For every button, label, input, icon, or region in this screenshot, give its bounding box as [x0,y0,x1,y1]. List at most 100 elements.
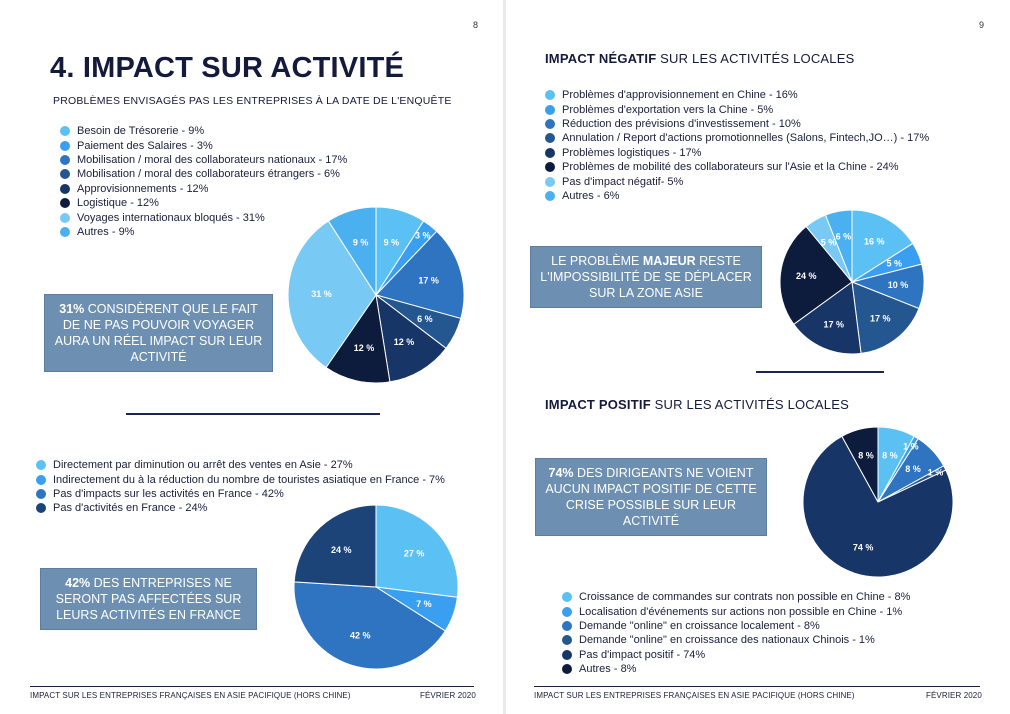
legend-label: Croissance de commandes sur contrats non… [579,591,911,604]
pie-slice-label: 12 % [354,343,375,353]
legend-label: Approvisionnements - 12% [77,182,209,195]
legend-dot-icon [562,664,572,675]
legend-item: Logistique - 12% [60,196,347,210]
pie-slice-label: 1 % [903,441,919,451]
heading-strong: IMPACT NÉGATIF [545,51,657,66]
legend-item: Besoin de Trésorerie - 9% [60,124,347,138]
legend-dot-icon [36,474,46,485]
pie-slice [802,435,954,578]
legend-dot-icon [545,104,555,115]
legend-item: Pas d'impact négatif- 5% [545,174,929,188]
pie-slice [841,426,879,503]
legend-label: Mobilisation / moral des collaborateurs … [77,168,340,181]
legend-item: Voyages internationaux bloqués - 31% [60,210,347,224]
legend-item: Demande "online" en croissance localemen… [562,619,910,633]
callout-travel: 31% CONSIDÈRENT QUE LE FAIT DE NE PAS PO… [44,294,273,372]
legend-label: Logistique - 12% [77,197,159,210]
legend-dot-icon [36,488,46,499]
legend-negative: Problèmes d'approvisionnement en Chine -… [545,88,929,203]
pie-slice [793,281,862,355]
pie-slice-label: 17 % [823,319,844,329]
pie-slice [327,206,377,297]
heading-text: SUR LES ACTIVITÉS LOCALES [650,397,849,412]
pie-slice-label: 31 % [311,289,332,299]
pie-slice-label: 5 % [821,237,837,247]
footer-line [534,686,980,687]
legend-label: Demande "online" en croissance localemen… [579,619,820,632]
legend-label: Demande "online" en croissance des natio… [579,634,875,647]
legend-item: Paiement des Salaires - 3% [60,138,347,152]
legend-label: Autres - 6% [562,189,620,202]
callout-text: DES DIRIGEANTS NE VOIENT AUCUN IMPACT PO… [545,466,757,528]
pie-slice-label: 5 % [887,259,903,269]
pie-slice [375,504,459,598]
callout-strong: MAJEUR [642,254,696,268]
legend-item: Mobilisation / moral des collaborateurs … [60,167,347,181]
page-left: 8 4. IMPACT SUR ACTIVITÉ PROBLÈMES ENVIS… [0,0,503,714]
legend-dot-icon [60,140,70,151]
legend-item: Réduction des prévisions d'investissemen… [545,117,929,131]
footer-date: FÉVRIER 2020 [926,691,982,700]
legend-label: Autres - 8% [579,663,637,676]
callout-text-pre: LE PROBLÈME [551,254,643,268]
pie-slice-label: 24 % [331,545,352,555]
legend-dot-icon [562,635,572,646]
page-subtitle: PROBLÈMES ENVISAGÉS PAS LES ENTREPRISES … [53,95,452,107]
pie-slice [287,220,377,369]
pie-slice-label: 10 % [888,280,909,290]
legend-label: Problèmes d'approvisionnement en Chine -… [562,89,798,102]
legend-label: Directement par diminution ou arrêt des … [53,459,353,472]
legend-dot-icon [545,176,555,187]
pie-slice [375,293,447,383]
pie-slice-label: 42 % [350,630,371,640]
legend-item: Pas d'impacts sur les activités en Franc… [36,487,445,501]
pie-slice-label: 1 % [928,468,944,478]
legend-item: Autres - 9% [60,225,347,239]
pie-slice-label: 9 % [353,238,369,248]
legend-item: Pas d'activités en France - 24% [36,501,445,515]
legend-item: Pas d'impact positif - 74% [562,648,910,662]
footer-left: IMPACT SUR LES ENTREPRISES FRANÇAISES EN… [30,691,351,700]
legend-item: Indirectement du à la réduction du nombr… [36,472,445,486]
pie-slice-label: 17 % [870,313,891,323]
footer-line [30,686,474,687]
legend-label: Indirectement du à la réduction du nombr… [53,473,445,486]
pie-slice [779,225,853,326]
legend-dot-icon [60,126,70,137]
pie-slice-label: 7 % [416,599,432,609]
pie-slice [325,293,391,384]
legend-dot-icon [60,154,70,165]
legend-label: Problèmes de mobilité des collaborateurs… [562,161,899,174]
legend-item: Autres - 8% [562,662,910,676]
callout-text: CONSIDÈRENT QUE LE FAIT DE NE PAS POUVOI… [54,302,263,364]
callout-strong: 74% [548,466,574,480]
legend-label: Paiement des Salaires - 3% [77,139,213,152]
legend-item: Problèmes d'exportation vers la Chine - … [545,102,929,116]
legend-item: Directement par diminution ou arrêt des … [36,458,445,472]
legend-dot-icon [60,226,70,237]
page-title: 4. IMPACT SUR ACTIVITÉ [50,52,405,84]
heading-strong: IMPACT POSITIF [545,397,651,412]
legend-label: Localisation d'événements sur actions no… [579,605,903,618]
callout-major: LE PROBLÈME MAJEUR RESTE L'IMPOSSIBILITÉ… [530,246,762,308]
pie-slice [375,230,465,320]
pie-slice-label: 3 % [415,231,431,241]
pie-chart-activities: 27 % 7 % 42 % 24 % [293,504,459,670]
pie-slice-label: 6 % [836,232,852,242]
footer-date: FÉVRIER 2020 [420,691,476,700]
legend-item: Localisation d'événements sur actions no… [562,604,910,618]
legend-dot-icon [562,606,572,617]
heading-text: SUR LES ACTIVITÉS LOCALES [656,51,855,66]
legend-item: Problèmes logistiques - 17% [545,146,929,160]
pie-slice-label: 27 % [404,548,425,558]
legend-item: Demande "online" en croissance des natio… [562,633,910,647]
pie-chart-problems: 9 % 3 % 17 % 6 % 12 % 12 % 31 % 9 % [287,206,465,384]
callout-text: RESTE L'IMPOSSIBILITÉ DE SE DÉPLACER SUR… [540,254,752,300]
legend-item: Autres - 6% [545,189,929,203]
legend-label: Autres - 9% [77,225,135,238]
legend-dot-icon [545,147,555,158]
legend-dot-icon [562,620,572,631]
legend-dot-icon [562,592,572,603]
callout-strong: 42% [65,576,91,590]
pie-slice-label: 16 % [864,237,885,247]
